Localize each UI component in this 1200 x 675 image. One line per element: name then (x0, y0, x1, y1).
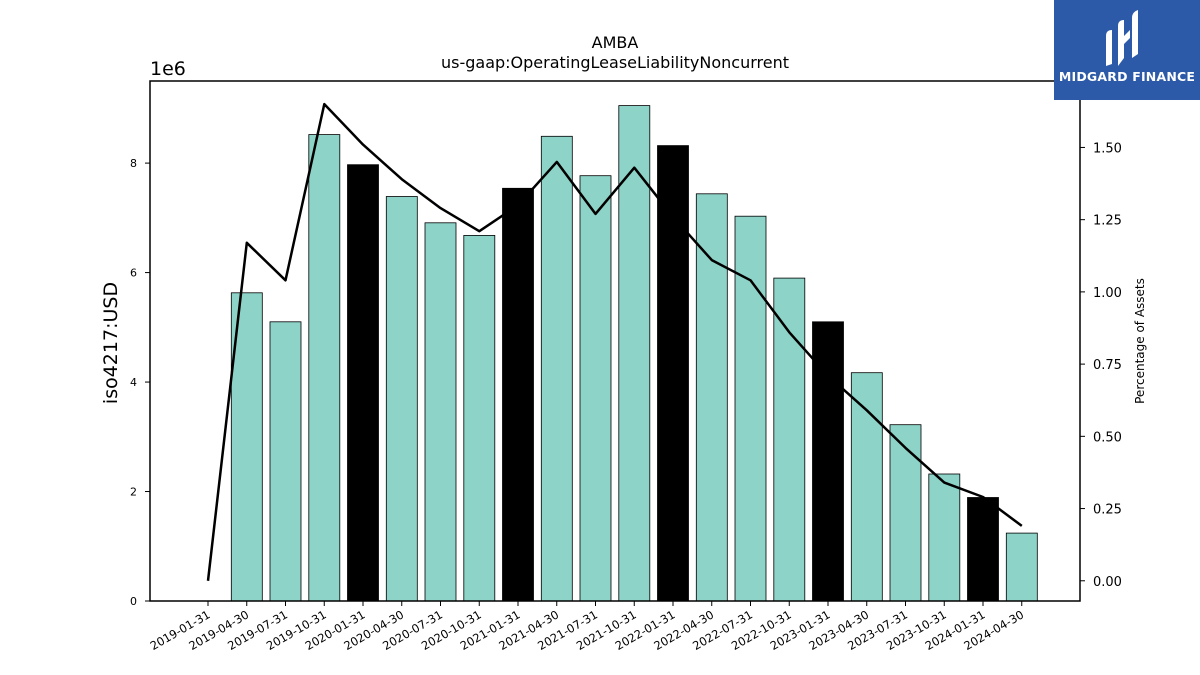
bar-2019-07-31 (269, 321, 302, 602)
logo-text: MIDGARD FINANCE (1058, 69, 1196, 84)
y2-tick-label: 1.50 (1093, 141, 1122, 156)
y2-tick-label: 0.25 (1093, 503, 1122, 518)
bar-2024-04-30 (1005, 532, 1038, 602)
y2-tick-label: 1.00 (1093, 286, 1122, 301)
y-tick-label: 0 (130, 595, 137, 608)
bar-2019-10-31 (308, 134, 341, 602)
bar-2023-01-31 (812, 321, 844, 602)
bar-2022-04-30 (695, 193, 728, 602)
y-offset-label: 1e6 (150, 58, 186, 80)
brand-logo: MIDGARD FINANCE (1054, 0, 1200, 100)
bar-2023-10-31 (928, 473, 961, 602)
bar-2020-01-31 (347, 164, 379, 602)
y-tick-label: 6 (130, 267, 137, 280)
y2-tick-label: 1.25 (1093, 214, 1122, 229)
bar-2021-10-31 (618, 105, 651, 602)
y-tick-label: 2 (130, 486, 137, 499)
bar-2020-04-30 (385, 196, 418, 602)
y2-axis-label: Percentage of Assets (1133, 278, 1147, 404)
bar-2022-10-31 (773, 277, 806, 602)
percentage-line (206, 102, 1023, 581)
bar-2022-01-31 (657, 145, 689, 602)
chart-title: AMBA (592, 33, 639, 52)
bar-2024-01-31 (967, 497, 999, 602)
bar-2023-07-31 (889, 424, 922, 602)
bar-2020-10-31 (463, 234, 496, 602)
y-axis-label: iso4217:USD (100, 282, 122, 404)
bar-2021-01-31 (502, 187, 534, 602)
y2-tick-label: 0.75 (1093, 358, 1122, 373)
bar-2021-07-31 (579, 175, 612, 602)
y2-tick-label: 0.00 (1093, 575, 1122, 590)
logo-mark-icon (1106, 10, 1138, 66)
bar-2023-04-30 (850, 372, 883, 602)
plot-frame (149, 80, 1081, 602)
chart-subtitle: us-gaap:OperatingLeaseLiabilityNoncurren… (441, 53, 789, 72)
bar-2020-07-31 (424, 222, 457, 602)
y-tick-label: 4 (130, 376, 137, 389)
bar-2021-04-30 (540, 135, 573, 602)
y-tick-label: 8 (130, 157, 137, 170)
bar-2019-04-30 (230, 292, 263, 602)
y2-tick-label: 0.50 (1093, 430, 1122, 445)
